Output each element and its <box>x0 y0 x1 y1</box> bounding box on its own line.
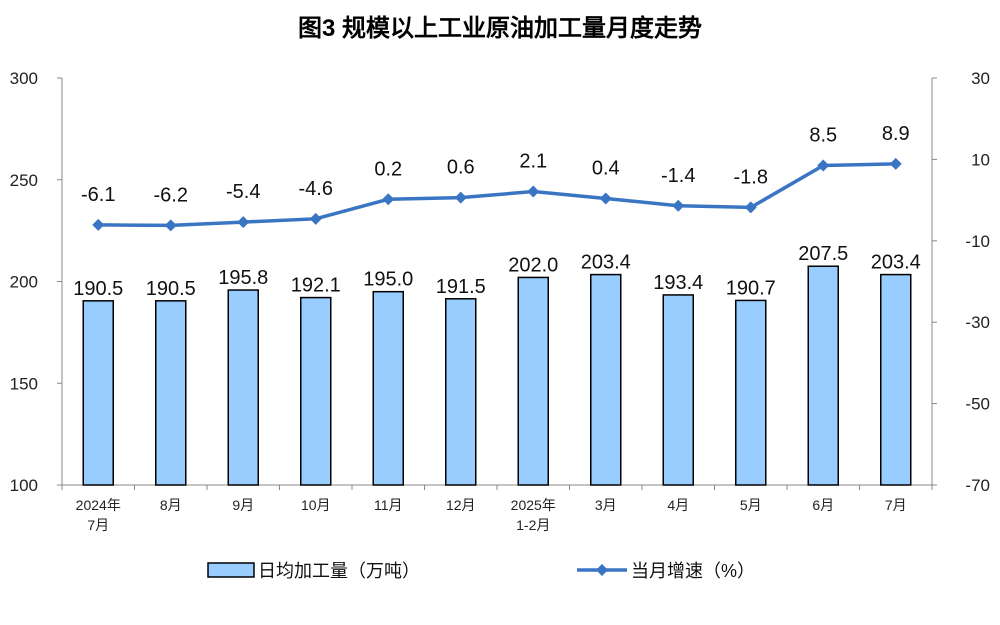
bar <box>300 296 332 486</box>
bar-data-label: 191.5 <box>436 276 486 298</box>
growth-line <box>98 162 896 228</box>
line-data-label: 8.5 <box>809 125 837 147</box>
line-data-label: 2.1 <box>519 151 547 173</box>
bar <box>155 300 187 486</box>
bar <box>82 300 114 486</box>
x-tick-label: 3月 <box>595 497 617 513</box>
line-data-label: 0.2 <box>374 158 402 180</box>
chart-title: 图3 规模以上工业原油加工量月度走势 <box>298 14 702 42</box>
x-tick-label: 6月 <box>812 497 834 513</box>
left-tick-label: 300 <box>10 69 38 88</box>
line-marker <box>527 185 540 198</box>
line-marker <box>164 219 177 232</box>
bar <box>662 294 694 486</box>
right-tick-label: 30 <box>971 69 990 88</box>
bar-data-label: 190.5 <box>73 278 123 300</box>
left-tick-label: 200 <box>10 273 38 292</box>
bar <box>880 273 912 486</box>
x-tick-label: 7月 <box>87 517 109 533</box>
right-tick-label: -30 <box>965 313 990 332</box>
bar-data-label: 195.8 <box>218 267 268 289</box>
line-data-label: -1.4 <box>661 165 695 187</box>
bar <box>807 265 839 486</box>
bar-data-label: 190.7 <box>726 277 776 299</box>
line-marker <box>382 193 395 206</box>
bar <box>590 273 622 486</box>
left-tick-label: 150 <box>10 374 38 393</box>
line-data-label: -6.1 <box>81 184 115 206</box>
line-data-label: -5.4 <box>226 181 260 203</box>
bar-data-label: 207.5 <box>798 243 848 265</box>
line-data-label: 8.9 <box>882 123 910 145</box>
line-data-label: 0.4 <box>592 157 620 179</box>
right-tick-label: -70 <box>965 476 990 495</box>
bar-data-label: 192.1 <box>291 275 341 297</box>
line-marker <box>672 199 685 212</box>
bar-data-label: 203.4 <box>581 252 631 274</box>
legend-line-marker <box>596 564 608 576</box>
x-tick-label: 11月 <box>374 497 403 513</box>
line-data-label: -6.2 <box>154 184 188 206</box>
line-marker <box>889 157 902 170</box>
bar-data-label: 193.4 <box>653 272 703 294</box>
right-tick-label: -10 <box>965 232 990 251</box>
x-tick-label: 8月 <box>160 497 182 513</box>
x-tick-label: 10月 <box>301 497 331 513</box>
x-tick-label: 7月 <box>885 497 907 513</box>
legend-line-label: 当月增速（%） <box>631 561 755 581</box>
bar-data-label: 202.0 <box>508 254 558 276</box>
bar <box>372 290 404 486</box>
bar <box>445 298 477 486</box>
line-data-label: 0.6 <box>447 157 475 179</box>
x-tick-label: 12月 <box>446 497 476 513</box>
left-tick-label: 250 <box>10 171 38 190</box>
left-tick-label: 100 <box>10 476 38 495</box>
bar-data-label: 203.4 <box>871 252 921 274</box>
line-marker <box>817 159 830 172</box>
x-tick-label: 2024年 <box>76 497 121 513</box>
x-tick-label: 5月 <box>740 497 762 513</box>
x-tick-label: 9月 <box>232 497 254 513</box>
bar-data-label: 190.5 <box>146 278 196 300</box>
bar-data-label: 195.0 <box>363 269 413 291</box>
line-marker <box>237 216 250 229</box>
x-tick-label: 4月 <box>667 497 689 513</box>
legend-bar-label: 日均加工量（万吨） <box>258 561 420 581</box>
line-marker <box>92 218 105 231</box>
bar <box>517 276 549 486</box>
bar <box>227 289 259 486</box>
line-marker <box>599 192 612 205</box>
line-data-label: -1.8 <box>734 166 768 188</box>
x-tick-label: 1-2月 <box>516 517 550 533</box>
line-marker <box>309 212 322 225</box>
x-tick-label: 2025年 <box>511 497 556 513</box>
right-tick-label: -50 <box>965 395 990 414</box>
right-tick-label: 10 <box>971 150 990 169</box>
line-marker <box>744 201 757 214</box>
line-data-label: -4.6 <box>299 178 333 200</box>
bar <box>735 299 767 486</box>
line-marker <box>454 191 467 204</box>
legend-bar-swatch <box>207 562 255 578</box>
